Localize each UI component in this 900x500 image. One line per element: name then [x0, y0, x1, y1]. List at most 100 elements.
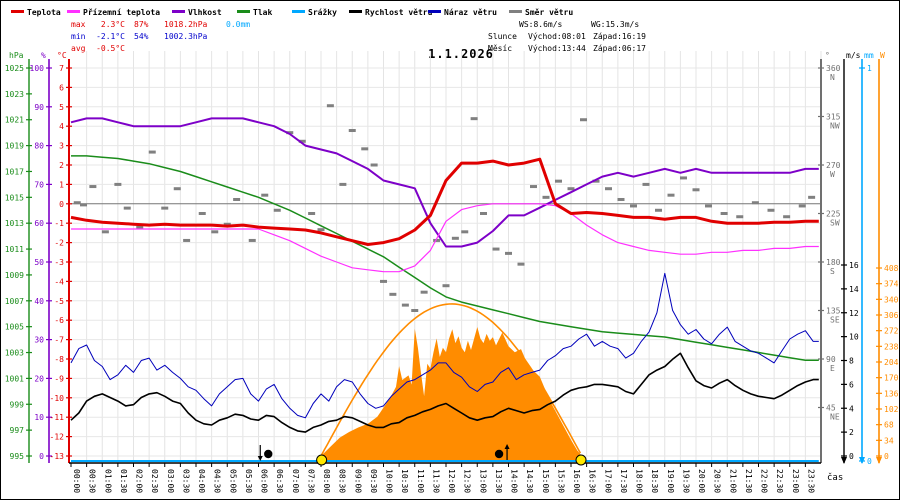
date-title: 1.1.2026: [428, 47, 494, 61]
astro-name: Slunce: [488, 32, 517, 41]
axis-tick-label: 238: [884, 342, 899, 351]
astro-name: Měsíc: [488, 44, 513, 53]
time-tick-label: 10:30: [400, 469, 409, 493]
time-tick-label: 01:30: [119, 469, 128, 493]
axis-tick-label: -2: [54, 239, 64, 248]
axis-tick-label: 102: [884, 405, 899, 414]
axis-end-arrow-icon: [876, 457, 882, 464]
axis-tick-label: 272: [884, 327, 899, 336]
axis-tick-label: 0: [884, 452, 889, 461]
axis-tick-label: 1023: [5, 90, 24, 99]
legend-label: Tlak: [253, 8, 273, 17]
axis-tick-label: 2: [59, 161, 64, 170]
axis-tick-label: 6: [849, 380, 854, 389]
axis-tick-label: 270: [826, 161, 841, 170]
axis-tick-label: 1001: [5, 374, 24, 383]
axis-tick-label: 14: [849, 285, 859, 294]
legend-item-3: Vlhkost: [172, 8, 222, 20]
axis-tick-label: 1: [59, 180, 64, 189]
axis-tick-label: 8: [849, 357, 854, 366]
legend-swatch-icon: [292, 10, 305, 13]
axis-tick-label: 0: [39, 452, 44, 461]
legend-label: Teplota: [27, 8, 61, 17]
axis-tick-label: 1: [867, 64, 872, 73]
axis-tick-label: 6: [59, 83, 64, 92]
legend-swatch-icon: [509, 10, 522, 13]
time-tick-label: 20:30: [713, 469, 722, 493]
axis-end-arrow-icon: [859, 457, 865, 464]
axis-tick-label: 1017: [5, 167, 24, 176]
axis-tick-label: 80: [34, 142, 44, 151]
axis-tick-label: 997: [10, 426, 25, 435]
axis-tick-label: 50: [34, 258, 44, 267]
wind-direction-name: SW: [830, 219, 840, 228]
moonset-icon: [264, 449, 273, 459]
axis-tick-label: 16: [849, 261, 859, 270]
time-tick-label: 16:30: [588, 469, 597, 493]
axis-tick-label: -6: [54, 316, 64, 325]
axis-tick-label: -3: [54, 258, 64, 267]
time-tick-label: 03:30: [181, 469, 190, 493]
axis-tick-label: 90: [826, 355, 836, 364]
axis-tick-label: 999: [10, 400, 25, 409]
legend-swatch-icon: [237, 10, 250, 13]
axis-tick-label: -13: [50, 452, 65, 461]
stat-temp-value: -0.5°C: [96, 44, 125, 53]
axis-tick-label: 34: [884, 436, 894, 445]
axis-tick-label: 1005: [5, 323, 24, 332]
time-tick-label: 11:00: [416, 469, 425, 493]
axis-tick-label: 7: [59, 64, 64, 73]
axis-hpa: hPa 1025 1023 1021 1019 1017 1015 1013 1011 1009 1…: [5, 51, 32, 463]
time-tick-label: 17:00: [603, 469, 612, 493]
time-tick-label: 15:00: [541, 469, 550, 493]
stat-pressure-value: 1018.2hPa: [164, 20, 208, 29]
axis-tick-label: 100: [30, 64, 45, 73]
axis-tick-label: -11: [50, 413, 65, 422]
axis-tick-label: -10: [50, 394, 65, 403]
axis-ms: m/s 16 14 12 10 8 6 4 2 0: [841, 51, 861, 463]
axis-tick-label: -1: [54, 219, 64, 228]
axis-unit-label: W: [880, 51, 885, 60]
legend-swatch-icon: [428, 10, 441, 13]
axis-tick-label: 20: [34, 374, 44, 383]
axis-tick-label: 995: [10, 452, 25, 461]
axis-tick-label: 4: [849, 404, 854, 413]
legend-item-4: Tlak: [237, 8, 272, 20]
axis-tick-label: 315: [826, 113, 841, 122]
time-tick-label: 10:00: [385, 469, 394, 493]
time-tick-label: 04:00: [197, 469, 206, 493]
series-ms-line: [70, 272, 819, 419]
stat-pressure-value: 1002.3hPa: [164, 32, 208, 41]
series-temp-line: [71, 203, 819, 273]
time-tick-label: 19:00: [666, 469, 675, 493]
stat-row-label: avg: [71, 44, 86, 53]
stat-row-label: max: [71, 20, 86, 29]
axis-tick-label: 0: [849, 452, 854, 461]
time-tick-label: 09:30: [369, 469, 378, 493]
time-tick-label: 21:30: [744, 469, 753, 493]
legend-label: Srážky: [308, 8, 337, 17]
legend-swatch-icon: [67, 10, 80, 13]
axis-unit-label: °: [825, 51, 830, 60]
wind-direction-name: NE: [830, 413, 840, 422]
axis-tick-label: 180: [826, 258, 841, 267]
axis-mm: mm 1 0: [859, 51, 874, 466]
axis-tick-label: 3: [59, 142, 64, 151]
legend-item-7: Náraz větru: [428, 8, 497, 20]
axis-tick-label: 1015: [5, 193, 24, 202]
time-tick-label: 20:00: [697, 469, 706, 493]
legend-item-1: Teplota: [11, 8, 61, 20]
time-tick-label: 09:00: [353, 469, 362, 493]
axis-unit-label: °C: [57, 51, 67, 60]
time-tick-label: 22:00: [760, 469, 769, 493]
series-percent-line: [70, 117, 819, 248]
axis-tick-label: 68: [884, 421, 894, 430]
axis-tick-label: -5: [54, 297, 64, 306]
legend-item-8: Směr větru: [509, 8, 573, 20]
time-tick-label: 08:00: [322, 469, 331, 493]
time-tick-label: 23:30: [806, 469, 815, 493]
time-tick-label: 23:00: [791, 469, 800, 493]
stat-precip-value: 0.0mm: [226, 20, 251, 29]
